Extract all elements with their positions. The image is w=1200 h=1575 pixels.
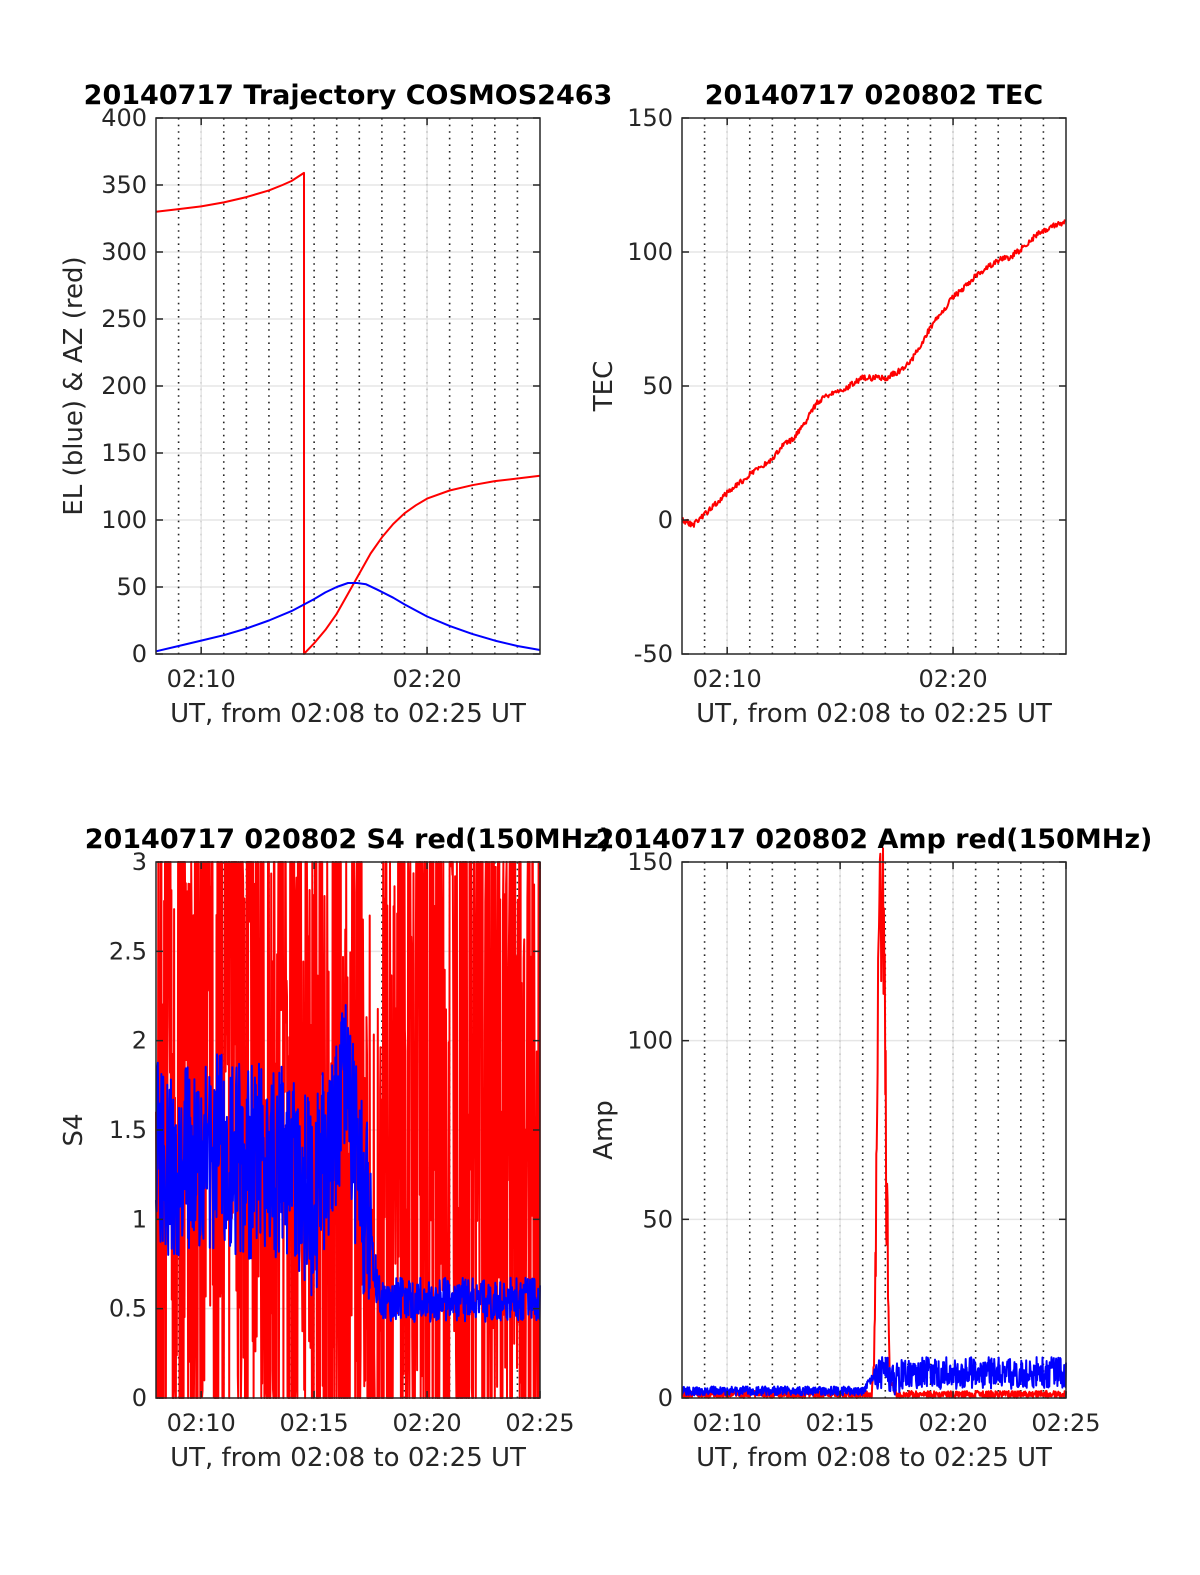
y-tick-label: 0.5 [109, 1295, 147, 1323]
series-line [681, 1356, 1067, 1397]
y-axis-label: S4 [59, 1113, 89, 1146]
y-axis-label: EL (blue) & AZ (red) [59, 256, 89, 515]
y-tick-label: 1.5 [109, 1116, 147, 1144]
y-tick-label: 100 [627, 1027, 673, 1055]
x-tick-label: 02:15 [280, 1409, 349, 1437]
y-tick-label: -50 [634, 640, 673, 668]
y-tick-label: 100 [101, 506, 147, 534]
panel-title: 20140717 020802 TEC [705, 80, 1044, 111]
y-tick-label: 150 [627, 104, 673, 132]
x-tick-label: 02:15 [806, 1409, 875, 1437]
panel-trajectory: 20140717 Trajectory COSMOS2463 UT, from … [59, 80, 612, 729]
panel-s4: 20140717 020802 S4 red(150MHz) UT, from … [59, 824, 611, 1473]
x-tick-label: 02:10 [693, 1409, 762, 1437]
y-tick-label: 400 [101, 104, 147, 132]
y-tick-label: 0 [132, 1384, 147, 1412]
x-tick-label: 02:25 [505, 1409, 574, 1437]
x-tick-label: 02:10 [167, 1409, 236, 1437]
y-tick-label: 0 [132, 640, 147, 668]
series-line [155, 582, 541, 653]
series-line [155, 171, 541, 655]
x-axis-label: UT, from 02:08 to 02:25 UT [696, 1443, 1052, 1473]
x-axis-label: UT, from 02:08 to 02:25 UT [170, 699, 526, 729]
y-tick-label: 3 [132, 848, 147, 876]
y-axis-label: Amp [589, 1100, 619, 1160]
y-tick-label: 50 [642, 372, 673, 400]
series-line [681, 847, 1067, 1399]
y-tick-label: 250 [101, 305, 147, 333]
y-tick-label: 2.5 [109, 937, 147, 965]
y-tick-label: 0 [658, 506, 673, 534]
panel-title: 20140717 020802 Amp red(150MHz) [596, 824, 1153, 855]
panel-title: 20140717 020802 S4 red(150MHz) [85, 824, 612, 855]
y-tick-label: 200 [101, 372, 147, 400]
x-axis-label: UT, from 02:08 to 02:25 UT [696, 699, 1052, 729]
y-tick-label: 150 [627, 848, 673, 876]
x-tick-label: 02:10 [693, 665, 762, 693]
x-tick-label: 02:20 [392, 1409, 461, 1437]
y-tick-label: 150 [101, 439, 147, 467]
y-tick-label: 2 [132, 1027, 147, 1055]
y-tick-label: 50 [116, 573, 147, 601]
x-axis-label: UT, from 02:08 to 02:25 UT [170, 1443, 526, 1473]
y-tick-label: 100 [627, 238, 673, 266]
x-tick-label: 02:10 [167, 665, 236, 693]
y-tick-label: 1 [132, 1205, 147, 1233]
y-tick-label: 350 [101, 171, 147, 199]
x-tick-label: 02:25 [1031, 1409, 1100, 1437]
y-tick-label: 50 [642, 1205, 673, 1233]
x-tick-label: 02:20 [392, 665, 461, 693]
x-tick-label: 02:20 [918, 1409, 987, 1437]
y-tick-label: 0 [658, 1384, 673, 1412]
panel-tec: 20140717 020802 TEC UT, from 02:08 to 02… [589, 80, 1067, 729]
y-axis-label: TEC [589, 361, 619, 412]
x-tick-label: 02:20 [918, 665, 987, 693]
y-tick-label: 300 [101, 238, 147, 266]
panel-amp: 20140717 020802 Amp red(150MHz) UT, from… [589, 824, 1152, 1473]
series-line [155, 1004, 541, 1323]
series-line [681, 219, 1067, 528]
panel-title: 20140717 Trajectory COSMOS2463 [84, 80, 613, 111]
